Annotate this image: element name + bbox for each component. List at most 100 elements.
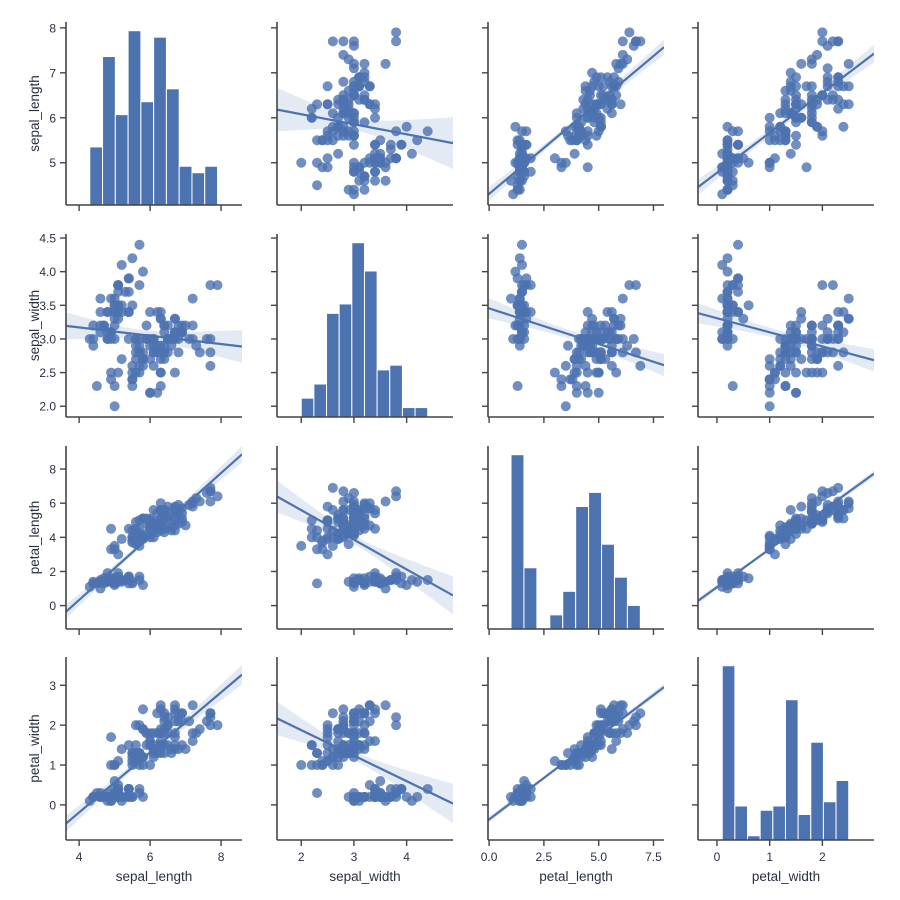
scatter-point <box>516 144 527 155</box>
scatter-point <box>375 573 386 584</box>
scatter-point <box>743 157 754 168</box>
scatter-point <box>312 157 323 168</box>
scatter-point <box>338 496 349 507</box>
y-tick-label: 8 <box>49 21 56 35</box>
scatter-point <box>833 320 844 331</box>
scatter-point <box>296 157 307 168</box>
scatter-point <box>375 787 386 798</box>
scatter-point <box>822 313 833 324</box>
histogram-bar <box>797 813 812 840</box>
scatter-point <box>348 513 359 524</box>
scatter-point <box>327 36 338 47</box>
scatter-point <box>591 130 602 141</box>
histogram-bar <box>204 165 219 205</box>
scatter-point <box>120 791 131 802</box>
plot-area <box>510 454 641 629</box>
scatter-point <box>843 81 854 92</box>
scatter-point <box>95 293 106 304</box>
scatter-point <box>733 307 744 318</box>
scatter-point <box>617 49 628 60</box>
scatter-point <box>370 175 381 186</box>
scatter-point <box>391 712 402 723</box>
scatter-point <box>169 367 180 378</box>
x-axis-label: petal_length <box>539 869 613 884</box>
scatter-point <box>617 700 628 711</box>
scatter-point <box>791 130 802 141</box>
scatter-point <box>833 482 844 493</box>
scatter-point <box>205 347 216 358</box>
y-tick-label: 2 <box>49 565 56 579</box>
scatter-point <box>106 732 117 743</box>
scatter-point <box>582 367 593 378</box>
scatter-point <box>113 783 124 794</box>
panel-petal_width-vs-sepal_length: 4 6 8 0 1 2 3 sepal_length petal_width <box>27 657 242 884</box>
scatter-point <box>113 549 124 560</box>
scatter-point <box>364 576 375 587</box>
scatter-point <box>120 286 131 297</box>
scatter-point <box>194 496 205 507</box>
regression-line <box>277 108 453 145</box>
y-tick-label: 6 <box>49 111 56 125</box>
scatter-point <box>611 736 622 747</box>
scatter-point <box>573 126 584 137</box>
x-tick-label: 8 <box>218 850 225 864</box>
scatter-point <box>338 704 349 715</box>
scatter-point <box>733 280 744 291</box>
histogram-bar <box>153 36 167 205</box>
x-tick-label: 5.0 <box>590 850 607 864</box>
scatter-point <box>396 139 407 150</box>
scatter-point <box>296 760 307 771</box>
scatter-point <box>322 126 333 137</box>
scatter-point <box>130 347 141 358</box>
scatter-point <box>327 505 338 516</box>
scatter-point <box>806 58 817 69</box>
scatter-point <box>833 36 844 47</box>
scatter-point <box>134 280 145 291</box>
scatter-point <box>348 90 359 101</box>
scatter-point <box>134 748 145 759</box>
scatter-point <box>796 354 807 365</box>
scatter-point <box>717 293 728 304</box>
scatter-point <box>817 90 828 101</box>
scatter-point <box>333 513 344 524</box>
scatter-point <box>141 320 152 331</box>
scatter-point <box>385 575 396 586</box>
scatter-point <box>602 103 613 114</box>
scatter-point <box>169 520 180 531</box>
scatter-point <box>205 280 216 291</box>
plot-area <box>300 242 429 417</box>
panel-petal_length-vs-petal_width <box>692 446 874 635</box>
scatter-point <box>116 354 127 365</box>
scatter-point <box>338 36 349 47</box>
scatter-point <box>556 381 567 392</box>
scatter-point <box>617 293 628 304</box>
panel-sepal_width-vs-petal_width <box>692 234 874 423</box>
scatter-point <box>391 27 402 38</box>
y-tick-label: 0 <box>49 599 56 613</box>
scatter-point <box>412 576 423 587</box>
histogram-bar <box>313 383 328 417</box>
scatter-point <box>817 511 828 522</box>
scatter-point <box>573 347 584 358</box>
scatter-point <box>127 300 138 311</box>
plot-area <box>277 480 453 615</box>
scatter-point <box>722 286 733 297</box>
scatter-point <box>385 144 396 155</box>
confidence-band <box>277 87 453 169</box>
scatter-point <box>306 740 317 751</box>
scatter-point <box>134 239 145 250</box>
histogram-bar <box>389 364 403 417</box>
scatter-point <box>817 320 828 331</box>
scatter-point <box>833 103 844 114</box>
scatter-point <box>322 81 333 92</box>
scatter-point <box>364 81 375 92</box>
scatter-point <box>722 175 733 186</box>
scatter-point <box>578 103 589 114</box>
scatter-point <box>322 549 333 560</box>
histogram-bar <box>822 801 837 840</box>
scatter-point <box>609 81 620 92</box>
scatter-point <box>169 708 180 719</box>
scatter-point <box>138 354 148 365</box>
scatter-point <box>775 360 786 371</box>
